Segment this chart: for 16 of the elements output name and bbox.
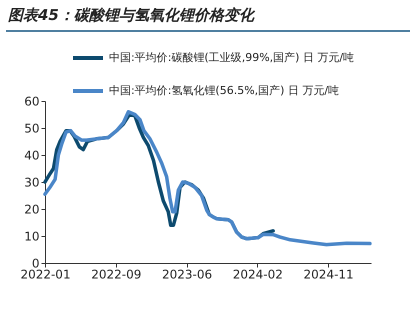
y-tick-label: 30 [24,176,40,190]
y-tick-label: 50 [24,122,40,136]
x-tick-label: 2022-01 [20,268,71,282]
line-series [43,110,372,246]
y-tick-label: 60 [24,94,40,108]
x-tick-label: 2024-02 [232,268,283,282]
x-tick-label: 2024-11 [304,268,354,282]
y-tick-label: 40 [24,148,40,162]
y-tick-label: 20 [24,202,40,216]
chart-title: 图表45：碳酸锂与氢氧化锂价格变化 [8,6,254,25]
y-tick-label: 10 [24,230,40,244]
x-tick-label: 2022-09 [91,268,142,282]
legend-label: 中国:平均价:碳酸锂(工业级,99%,国产) 日 万元/吨 [109,51,354,64]
x-tick-label: 2023-06 [162,268,212,282]
y-tick-label: 0 [32,256,40,270]
legend-label: 中国:平均价:氢氧化锂(56.5%,国产) 日 万元/吨 [109,84,340,97]
